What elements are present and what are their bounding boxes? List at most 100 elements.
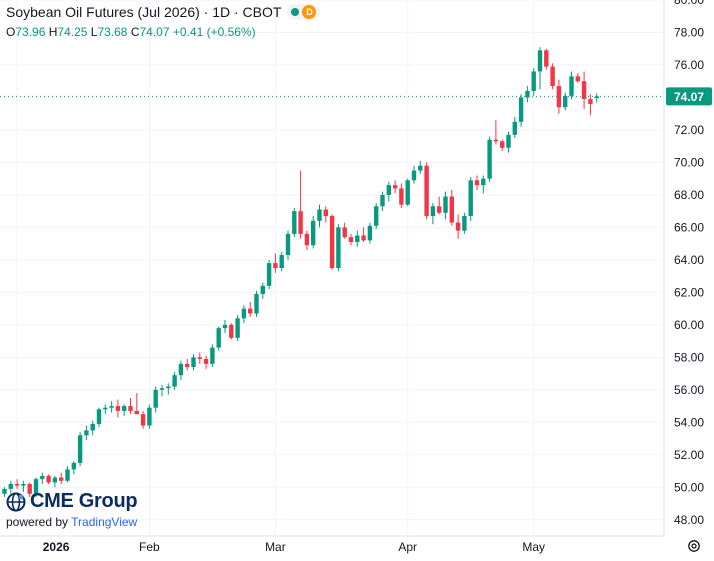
candle[interactable] xyxy=(8,480,13,494)
candle[interactable] xyxy=(59,472,64,485)
candle[interactable] xyxy=(581,71,587,109)
candle[interactable] xyxy=(537,47,543,90)
candle[interactable] xyxy=(430,203,436,225)
candle[interactable] xyxy=(147,404,152,429)
delayed-data-badge[interactable]: D xyxy=(302,5,317,19)
candle[interactable] xyxy=(216,326,221,351)
candle[interactable] xyxy=(481,175,486,194)
candle[interactable] xyxy=(40,472,45,485)
candle[interactable] xyxy=(14,479,20,489)
candle[interactable] xyxy=(185,358,190,371)
candle[interactable] xyxy=(229,323,234,340)
candle[interactable] xyxy=(374,203,379,230)
candle[interactable] xyxy=(563,92,568,111)
candle[interactable] xyxy=(462,212,467,234)
candle[interactable] xyxy=(159,384,165,397)
candle[interactable] xyxy=(506,131,511,153)
candle[interactable] xyxy=(317,204,322,228)
candle[interactable] xyxy=(285,230,291,260)
candle[interactable] xyxy=(203,355,209,369)
candle[interactable] xyxy=(311,216,316,249)
candle[interactable] xyxy=(424,162,429,220)
candle[interactable] xyxy=(166,383,171,395)
candle[interactable] xyxy=(418,160,423,174)
candle[interactable] xyxy=(569,71,574,100)
candle[interactable] xyxy=(348,233,354,246)
time-axis[interactable]: 2026 Feb Mar Apr May xyxy=(43,540,545,554)
cme-tradingview-logo[interactable]: CME Group powered by TradingView xyxy=(6,490,138,529)
candle[interactable] xyxy=(46,474,51,485)
candle[interactable] xyxy=(437,196,442,215)
candle[interactable] xyxy=(323,206,328,223)
candle[interactable] xyxy=(140,410,146,429)
candle[interactable] xyxy=(84,425,89,441)
candles-layer[interactable] xyxy=(2,47,599,498)
candle[interactable] xyxy=(153,386,158,413)
candle[interactable] xyxy=(329,214,335,270)
candle[interactable] xyxy=(355,230,360,247)
candle[interactable] xyxy=(298,170,303,239)
tradingview-link[interactable]: TradingView xyxy=(71,515,138,529)
candle[interactable] xyxy=(342,222,347,239)
candle[interactable] xyxy=(2,487,7,498)
candle[interactable] xyxy=(518,94,524,127)
candle[interactable] xyxy=(500,139,505,152)
candle[interactable] xyxy=(304,230,310,251)
candle[interactable] xyxy=(556,79,562,114)
candle[interactable] xyxy=(71,461,76,475)
candle[interactable] xyxy=(512,116,517,139)
candle[interactable] xyxy=(550,63,555,90)
candle[interactable] xyxy=(52,475,58,488)
candle[interactable] xyxy=(178,360,184,381)
candle[interactable] xyxy=(405,178,410,207)
candle[interactable] xyxy=(210,344,215,368)
candle[interactable] xyxy=(109,401,114,413)
candle[interactable] xyxy=(588,94,593,116)
candle[interactable] xyxy=(292,207,297,238)
candle[interactable] xyxy=(474,175,480,191)
candle[interactable] xyxy=(27,482,32,498)
candle[interactable] xyxy=(443,191,448,220)
candle[interactable] xyxy=(525,86,530,103)
candle[interactable] xyxy=(197,352,202,364)
candle[interactable] xyxy=(392,180,398,194)
candle[interactable] xyxy=(367,222,373,244)
candle[interactable] xyxy=(248,302,253,317)
candle[interactable] xyxy=(241,305,247,324)
candle[interactable] xyxy=(90,420,95,436)
price-axis[interactable]: 48.00 50.00 52.00 54.00 56.00 58.00 60.00 62.00… xyxy=(674,0,704,527)
candle[interactable] xyxy=(254,290,259,317)
candle[interactable] xyxy=(531,68,536,96)
candle[interactable] xyxy=(455,214,461,239)
candle[interactable] xyxy=(493,120,499,145)
candle[interactable] xyxy=(172,371,177,390)
candle[interactable] xyxy=(361,227,366,243)
candle[interactable] xyxy=(411,165,417,184)
candle[interactable] xyxy=(487,136,492,182)
symbol-title[interactable]: Soybean Oil Futures (Jul 2026) · 1D · CB… xyxy=(6,4,282,20)
candle[interactable] xyxy=(386,181,391,202)
candle[interactable] xyxy=(222,319,228,333)
candle[interactable] xyxy=(134,393,139,415)
candle[interactable] xyxy=(65,466,70,483)
candle[interactable] xyxy=(191,354,196,371)
chart-settings-button[interactable] xyxy=(686,538,702,554)
candle[interactable] xyxy=(380,191,385,212)
candle[interactable] xyxy=(128,397,133,415)
candle[interactable] xyxy=(122,404,127,416)
candle[interactable] xyxy=(336,224,341,272)
candle[interactable] xyxy=(96,407,102,428)
candle[interactable] xyxy=(33,477,39,498)
candle[interactable] xyxy=(468,177,473,221)
candle[interactable] xyxy=(575,73,580,83)
candle[interactable] xyxy=(594,93,599,103)
candle[interactable] xyxy=(273,253,278,273)
candle[interactable] xyxy=(103,404,108,415)
candle[interactable] xyxy=(260,282,265,299)
candle[interactable] xyxy=(115,399,121,418)
candle[interactable] xyxy=(544,48,549,70)
candle[interactable] xyxy=(266,259,272,290)
candle[interactable] xyxy=(21,480,26,493)
